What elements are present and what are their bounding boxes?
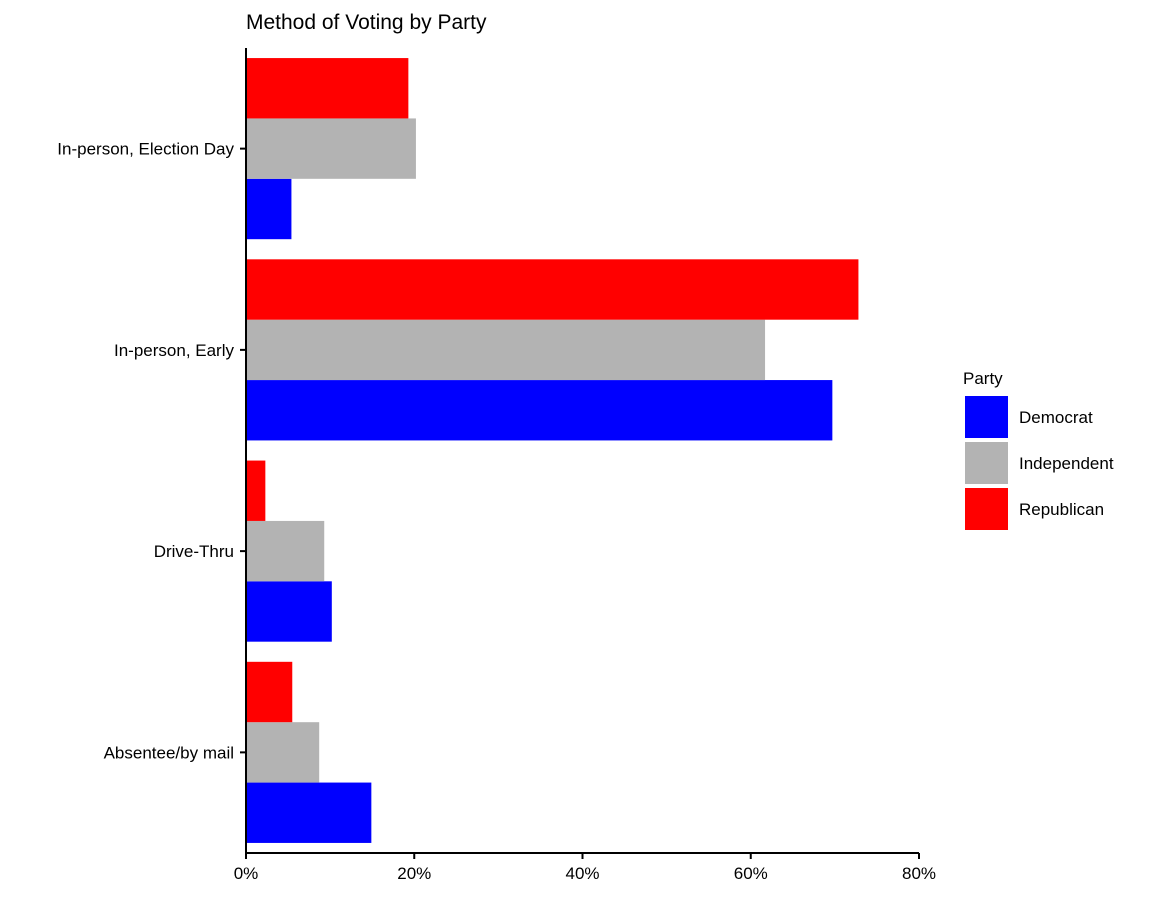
bar-independent-absentee-by-mail (246, 722, 320, 783)
legend-label-independent: Independent (1019, 454, 1114, 473)
legend-items: Democrat Independent Republican (965, 396, 1114, 530)
legend-swatch-republican (965, 488, 1008, 530)
legend-label-republican: Republican (1019, 500, 1104, 519)
bar-independent-drive-thru (246, 520, 325, 582)
x-tick-label: 20% (397, 864, 431, 883)
x-tick-label: 40% (565, 864, 599, 883)
legend-swatch-democrat (965, 396, 1008, 438)
x-tick-label: 60% (734, 864, 768, 883)
x-tick-label: 80% (902, 864, 936, 883)
legend-title: Party (963, 369, 1003, 388)
bar-independent-in-person-election-day (246, 118, 416, 179)
bar-republican-in-person-election-day (246, 58, 409, 119)
bar-democrat-in-person-early (246, 380, 833, 441)
bar-republican-drive-thru (246, 460, 266, 521)
legend: Party Democrat Independent Republican (963, 369, 1114, 530)
category-labels: In-person, Election Day In-person, Early D… (57, 140, 234, 763)
x-tick-label: 0% (234, 864, 259, 883)
legend-label-democrat: Democrat (1019, 408, 1093, 427)
category-label-absentee-by-mail: Absentee/by mail (104, 743, 234, 762)
bar-democrat-drive-thru (246, 581, 332, 642)
bar-democrat-absentee-by-mail (246, 782, 372, 843)
bar-republican-absentee-by-mail (246, 661, 293, 723)
x-ticks: 0% 20% 40% 60% 80% (234, 853, 936, 883)
category-label-in-person-early: In-person, Early (114, 341, 234, 360)
chart-title: Method of Voting by Party (246, 11, 487, 34)
legend-swatch-independent (965, 442, 1008, 484)
bars-layer (246, 58, 859, 843)
bar-republican-in-person-early (246, 259, 859, 320)
bar-democrat-in-person-election-day (246, 178, 292, 240)
category-label-drive-thru: Drive-Thru (154, 542, 234, 561)
category-label-in-person-election-day: In-person, Election Day (57, 140, 234, 159)
bar-independent-in-person-early (246, 319, 766, 381)
